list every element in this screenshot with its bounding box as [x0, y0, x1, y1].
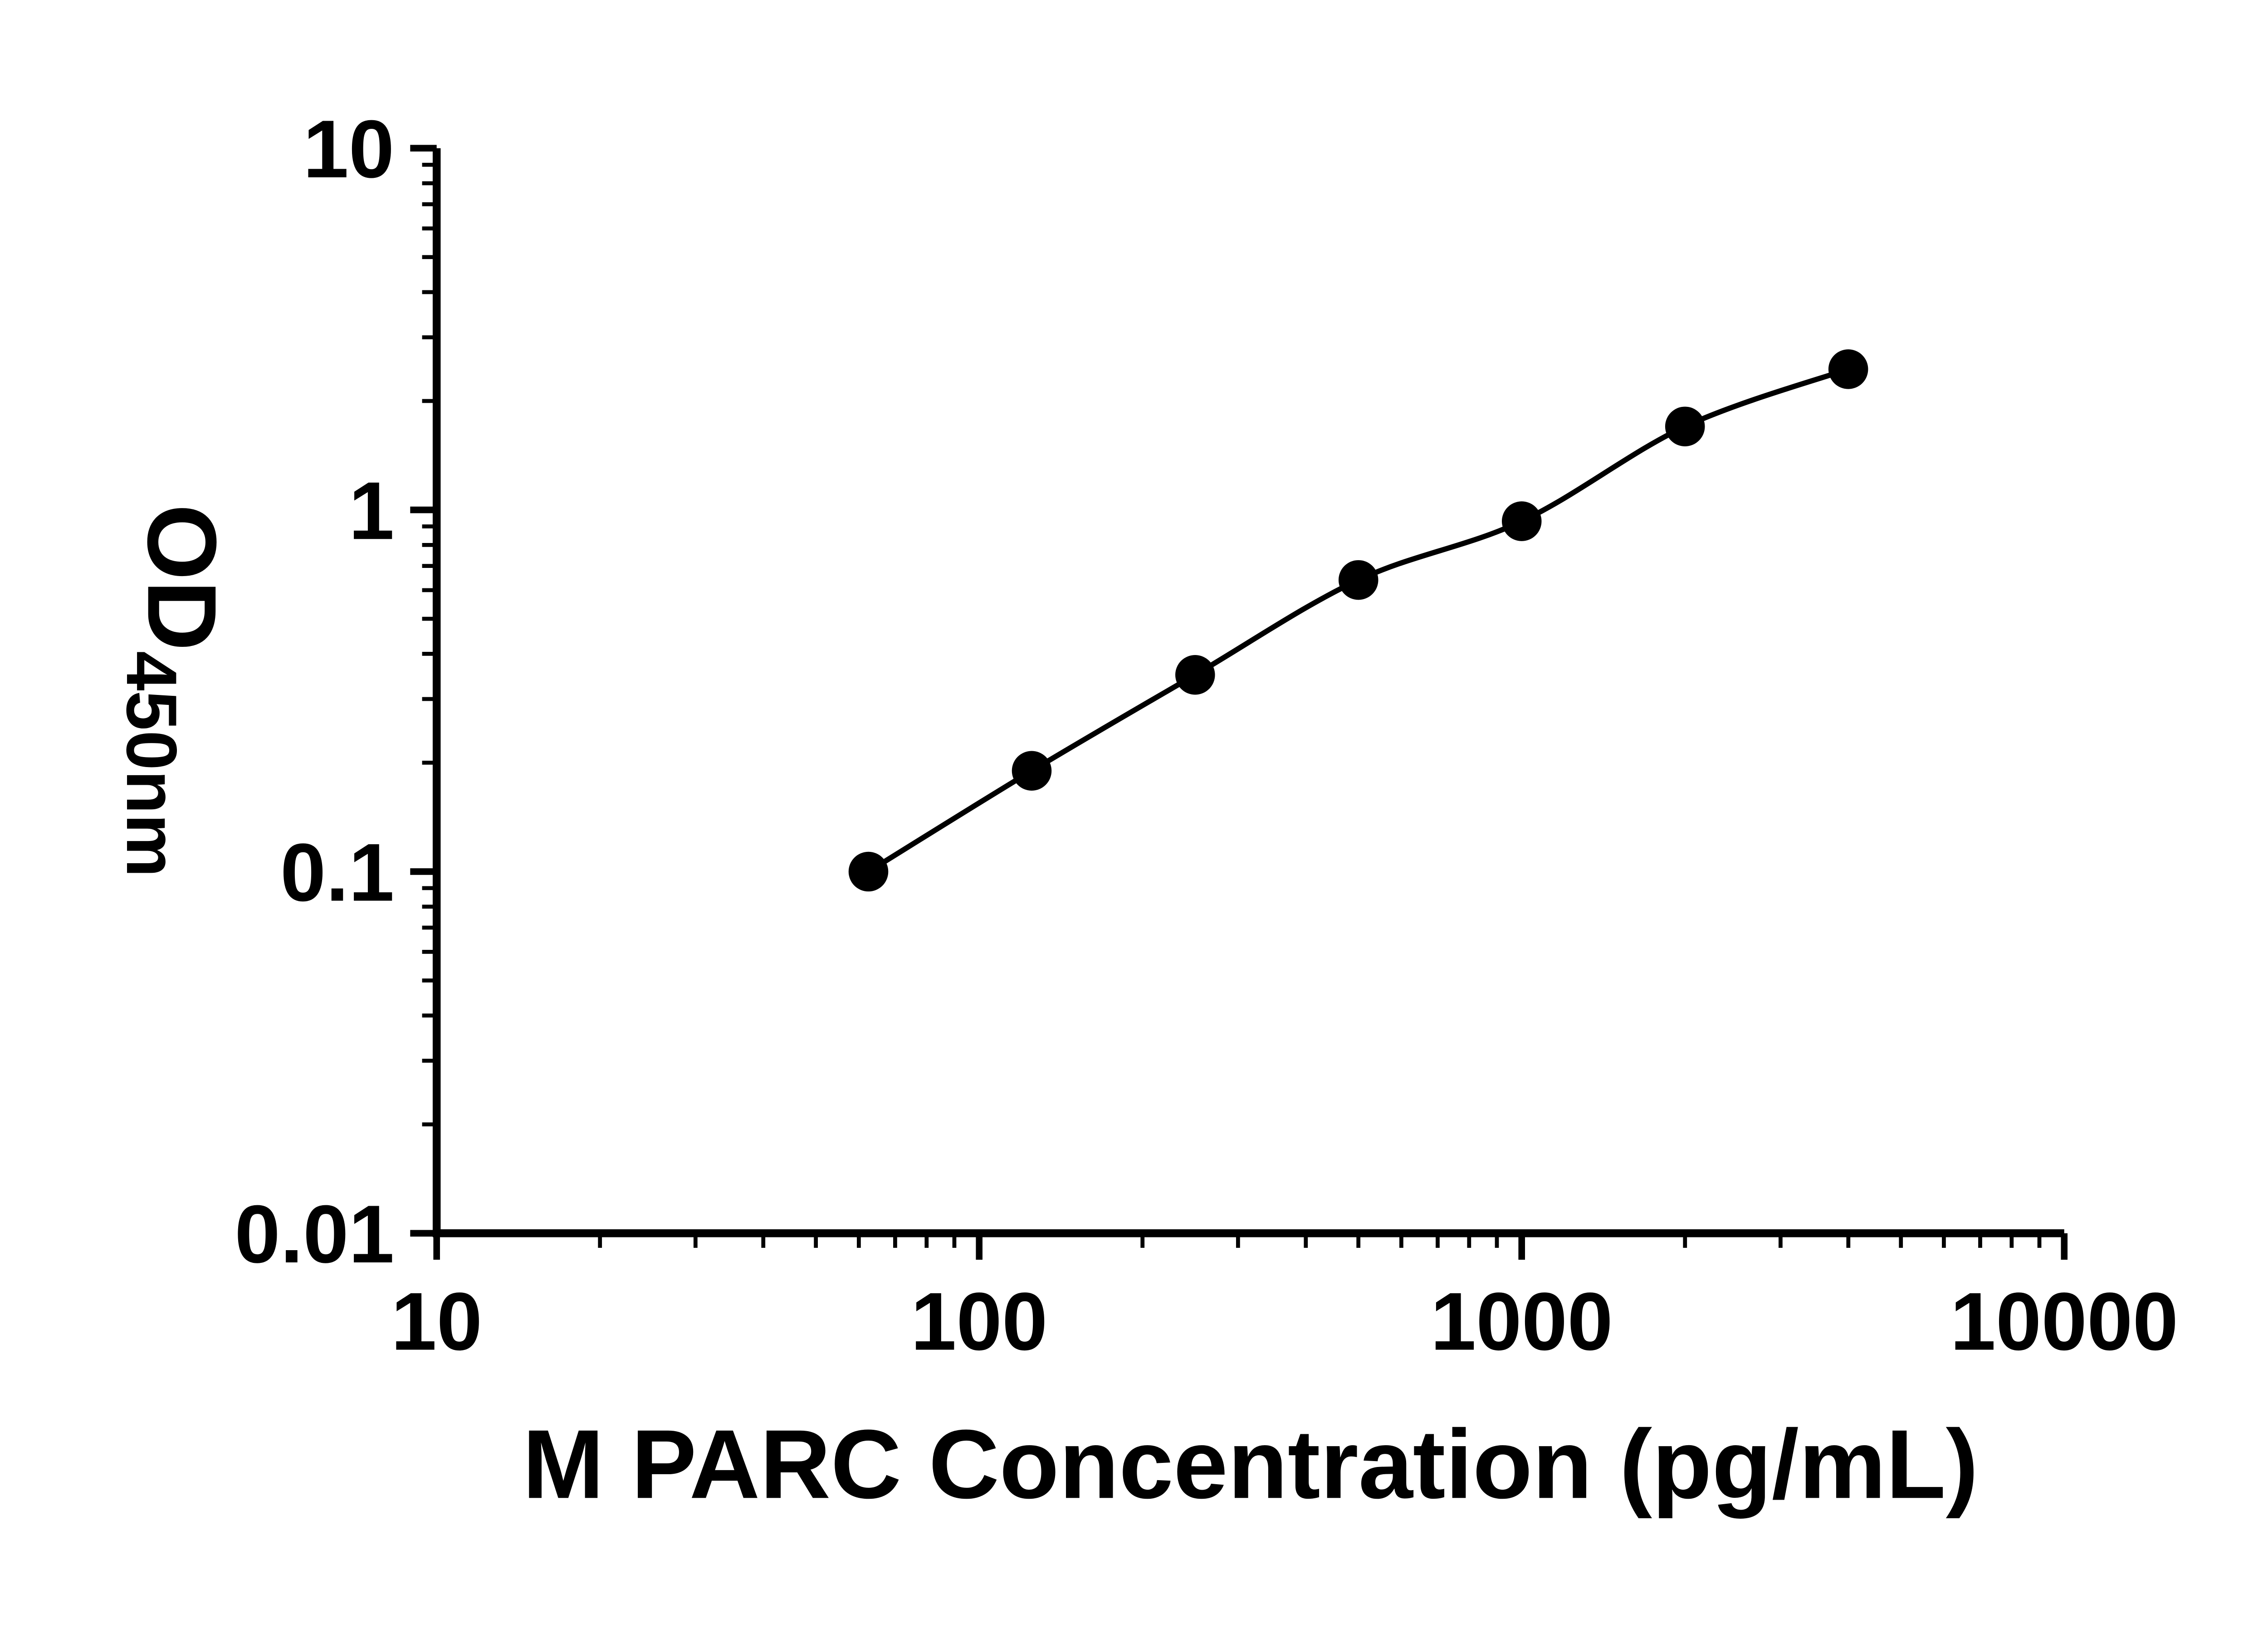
y-axis-title-subscript: 450nm	[112, 651, 191, 877]
series-line	[867, 367, 1849, 874]
y-tick-label: 1	[349, 465, 395, 557]
data-point-marker	[1175, 655, 1215, 695]
x-axis-title: M PARC Concentration (pg/mL)	[523, 1409, 1979, 1519]
data-point-marker	[1012, 751, 1052, 791]
svg-text:OD450nm: OD450nm	[112, 504, 237, 877]
data-point-marker	[848, 851, 889, 892]
x-tick-label: 100	[911, 1276, 1048, 1367]
y-axis-title: OD450nm	[112, 504, 237, 877]
standard-curve-chart: 10 100 1000 10000 0.01 0.1 1 10 M PARC Concentr…	[112, 103, 2178, 1519]
plot-area: 10 100 1000 10000 0.01 0.1 1 10	[235, 103, 2178, 1368]
data-point-marker	[1665, 406, 1705, 446]
data-point-marker	[1501, 501, 1542, 541]
axes-spine	[432, 148, 2064, 1237]
x-tick-label: 10000	[1950, 1276, 2178, 1367]
elisa-standard-curve-figure: 10 100 1000 10000 0.01 0.1 1 10 M PARC Concentr…	[112, 103, 2179, 1519]
y-axis-title-base: OD	[127, 504, 237, 651]
y-tick-label: 10	[303, 103, 394, 195]
x-tick-label: 1000	[1431, 1276, 1613, 1367]
data-point-marker	[1828, 349, 1868, 389]
x-tick-label: 10	[391, 1276, 482, 1367]
y-tick-label: 0.1	[280, 827, 394, 919]
y-tick-label: 0.01	[235, 1188, 394, 1280]
data-point-marker	[1338, 560, 1378, 600]
